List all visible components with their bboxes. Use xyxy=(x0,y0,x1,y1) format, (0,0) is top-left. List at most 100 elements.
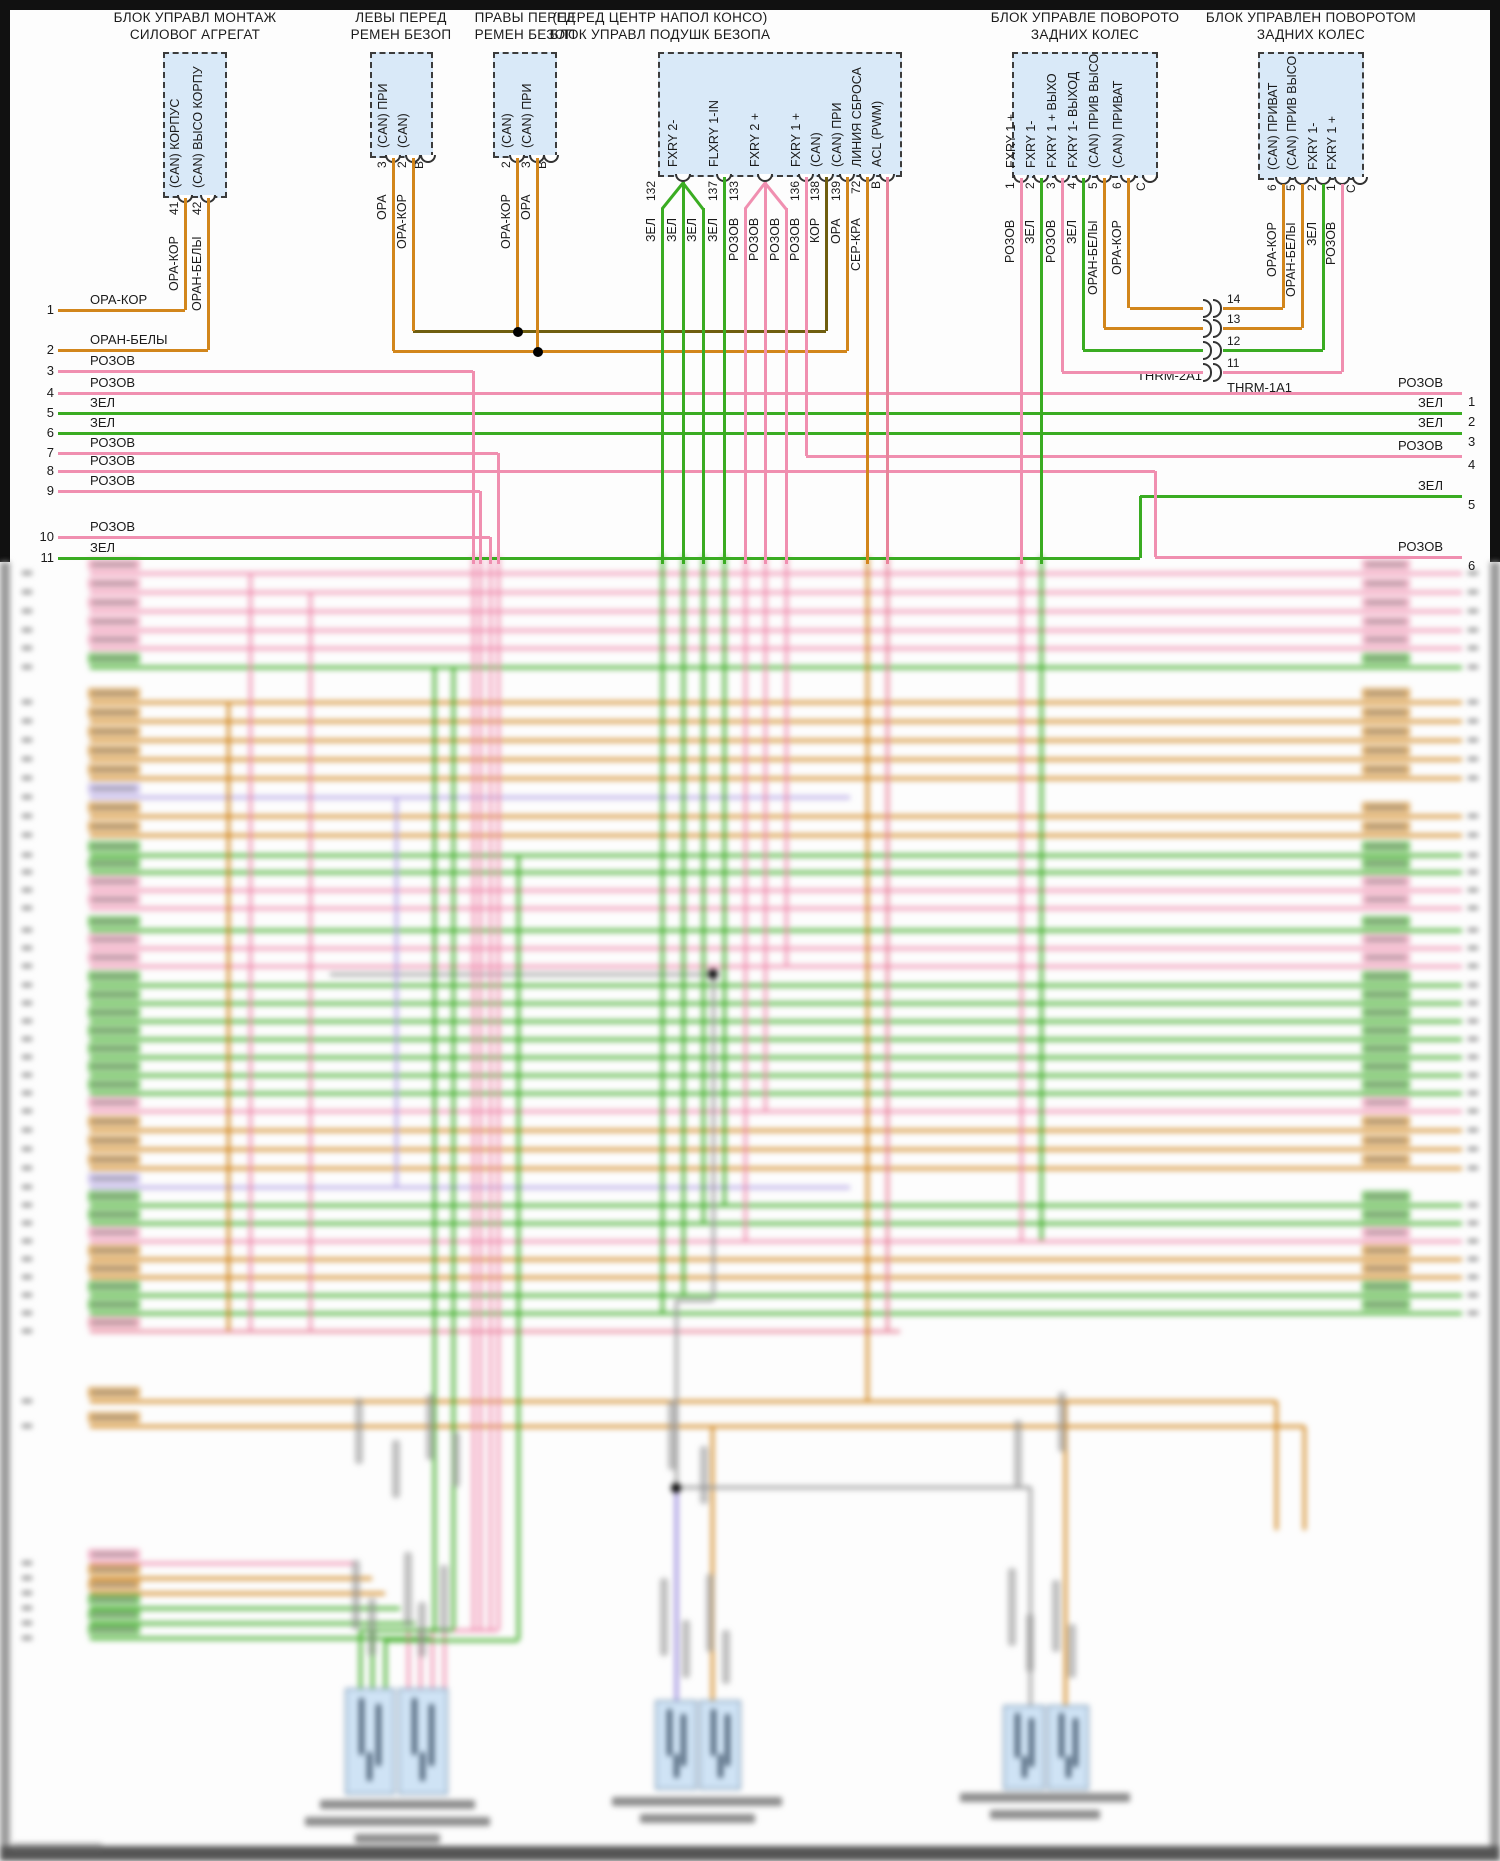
blur-row-number-tick xyxy=(22,1091,32,1095)
blur-connector-box xyxy=(699,1700,741,1790)
blur-vertical-label-chip xyxy=(368,1598,376,1656)
blur-vertical-label-chip xyxy=(1008,1568,1016,1646)
blur-row-number-tick xyxy=(22,1399,32,1403)
blur-label-smear xyxy=(1366,1028,1406,1033)
blur-wire-horizontal xyxy=(90,1577,372,1580)
blur-row-number-tick xyxy=(1468,1128,1478,1132)
blur-right-label-chip xyxy=(1362,916,1410,927)
row-number: 3 xyxy=(1468,434,1476,449)
blur-vertical-label-chip xyxy=(392,1440,400,1498)
blur-row-number-tick xyxy=(22,1257,32,1261)
wire-segment-horizontal xyxy=(444,1629,498,1632)
row-number: 6 xyxy=(1468,558,1476,573)
blur-left-label-chip xyxy=(88,1412,140,1423)
blur-vertical-label-chip xyxy=(722,1630,730,1684)
connector-pin-number: 11 xyxy=(1227,356,1240,370)
row-number: 1 xyxy=(46,302,54,317)
blur-row-number-tick xyxy=(22,795,32,799)
wire-segment-horizontal xyxy=(58,490,480,493)
blur-label-smear xyxy=(92,748,136,753)
blur-row-number-tick xyxy=(22,1239,32,1243)
wire-segment-vertical xyxy=(443,1630,446,1694)
row-wire-label: ЗЕЛ xyxy=(1417,478,1443,493)
control-module-title: ЗАДНИХ КОЛЕС xyxy=(1030,27,1140,42)
blur-right-label-chip xyxy=(1362,764,1410,775)
wire-segment-vertical xyxy=(661,556,664,1313)
wire-segment-vertical xyxy=(764,556,767,1111)
blur-label-smear xyxy=(92,710,136,715)
pin-number: B xyxy=(412,161,426,170)
blur-right-label-chip xyxy=(1362,876,1410,887)
blur-vertical-label-chip xyxy=(426,1394,434,1460)
blur-vertical-label-chip xyxy=(1068,1624,1076,1678)
pin-label: (CAN) ПРИВ ВЫСО xyxy=(1285,55,1299,170)
blur-row-number-tick xyxy=(22,1275,32,1279)
blur-connector-pin xyxy=(680,1714,686,1766)
blur-row-number-tick xyxy=(1468,870,1478,874)
blur-label-smear xyxy=(92,619,136,624)
wire-segment-vertical xyxy=(866,556,869,1401)
blur-row-number-tick xyxy=(22,738,32,742)
wire-segment-vertical xyxy=(384,1640,387,1694)
wire-segment-horizontal xyxy=(58,452,498,455)
blur-row-number-tick xyxy=(22,870,32,874)
wire-segment-horizontal xyxy=(372,1629,453,1632)
blur-wire-horizontal xyxy=(90,1312,1462,1315)
control-module-box xyxy=(493,52,557,158)
blur-row-number-tick xyxy=(22,1128,32,1132)
row-wire-label: РОЗОВ xyxy=(1398,438,1443,453)
blur-left-label-chip xyxy=(88,616,140,627)
blur-wire-horizontal xyxy=(90,1240,1462,1243)
row-wire-label: ОРАН-БЕЛЫ xyxy=(90,332,168,347)
inline-connector-right-label: THRM-1A1 xyxy=(1227,380,1293,395)
blur-wire-horizontal xyxy=(90,854,1462,857)
row-wire-label: ЗЕЛ xyxy=(90,415,116,430)
blur-right-label-chip xyxy=(1362,1007,1410,1018)
row-number: 10 xyxy=(39,529,54,544)
blur-row-number-tick xyxy=(22,571,32,575)
wire-segment-vertical xyxy=(472,556,475,1630)
wire-segment-horizontal xyxy=(1104,327,1203,330)
wire-segment-vertical xyxy=(1127,178,1130,308)
blur-label-smear xyxy=(92,1390,136,1395)
blur-right-label-chip xyxy=(1362,1025,1410,1036)
blur-label-smear xyxy=(1366,1230,1406,1235)
row-wire-label: РОЗОВ xyxy=(90,473,135,488)
blur-label-smear xyxy=(92,1612,136,1617)
wire-segment-vertical xyxy=(479,491,482,564)
blur-label-smear xyxy=(1366,1064,1406,1069)
blur-left-label-chip xyxy=(88,1061,140,1072)
row-number: 9 xyxy=(46,483,54,498)
row-wire-label: ЗЕЛ xyxy=(90,540,116,555)
row-number: 5 xyxy=(46,405,54,420)
wire-segment-diagonal xyxy=(660,182,685,210)
wire-segment-vertical xyxy=(866,177,869,564)
blur-left-label-chip xyxy=(88,1209,140,1220)
wire-segment-vertical xyxy=(1061,178,1064,372)
blur-vertical-label-chip xyxy=(355,1398,363,1464)
blur-connector-pin xyxy=(666,1708,672,1757)
blur-label-smear xyxy=(92,805,136,810)
blur-row-number-tick xyxy=(22,1561,32,1565)
blur-right-label-chip xyxy=(1362,745,1410,756)
pin-label: (CAN) ПРИ xyxy=(830,102,844,168)
wire-segment-horizontal xyxy=(1223,307,1283,310)
wire-segment-horizontal xyxy=(58,536,490,539)
blur-left-label-chip xyxy=(88,1173,140,1184)
blur-label-smear xyxy=(1366,637,1406,642)
blur-connector-box xyxy=(655,1700,697,1790)
control-module-title: БЛОК УПРАВЛЕ ПОВОРОТО xyxy=(990,10,1180,25)
control-module-title: БЛОК УПРАВЛ МОНТАЖ xyxy=(113,10,277,25)
blur-right-label-chip xyxy=(1362,821,1410,832)
wire-segment-vertical xyxy=(1020,556,1023,1240)
wire-segment-horizontal xyxy=(676,1299,713,1302)
wire-segment-vertical xyxy=(785,208,788,564)
blur-connector-pin xyxy=(1028,1718,1034,1767)
blur-left-label-chip xyxy=(88,934,140,945)
wire-segment-vertical xyxy=(702,208,705,564)
wire-segment-vertical xyxy=(723,556,726,1205)
control-module-box xyxy=(658,52,902,177)
blur-label-smear xyxy=(1366,1248,1406,1253)
wire-segment-vertical xyxy=(1322,184,1325,350)
blur-label-smear xyxy=(92,786,136,791)
